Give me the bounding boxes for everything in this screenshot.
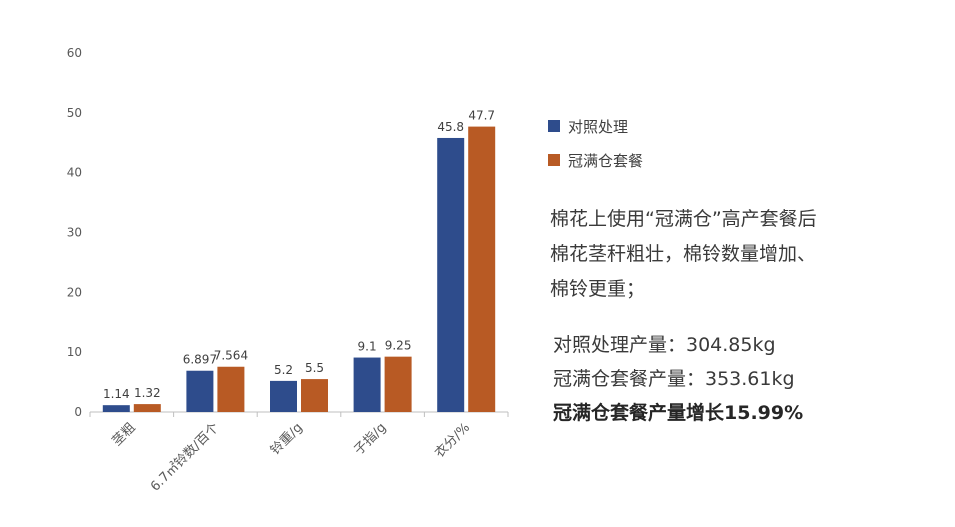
data-label: 6.897 [183, 353, 217, 367]
legend-item-control: 对照处理 [548, 114, 643, 138]
data-label: 1.32 [134, 386, 161, 400]
bar-package [301, 379, 328, 412]
package-yield: 冠满仓套餐产量：353.61kg [553, 368, 795, 390]
legend: 对照处理 冠满仓套餐 [548, 114, 643, 182]
note-line-3: 棉铃更重； [550, 278, 646, 300]
bar-package [133, 404, 161, 412]
legend-swatch-package [548, 154, 560, 166]
note-line-1: 棉花上使用“冠满仓”高产套餐后 [550, 208, 817, 230]
data-label: 47.7 [468, 109, 495, 123]
data-label: 1.14 [103, 387, 130, 401]
legend-swatch-control [548, 120, 560, 132]
bar-package [217, 366, 245, 412]
bar-control [186, 370, 214, 412]
y-tick-label: 50 [67, 106, 82, 120]
data-label: 7.564 [214, 349, 248, 363]
data-label: 45.8 [437, 120, 464, 134]
y-tick-label: 30 [67, 226, 82, 240]
category-label: 6.7㎡铃数/百个 [148, 420, 222, 494]
bar-control [270, 380, 297, 412]
category-label: 衣分/% [431, 420, 473, 462]
control-yield: 对照处理产量：304.85kg [553, 334, 776, 356]
legend-label-package: 冠满仓套餐 [568, 151, 644, 170]
yield-stats: 对照处理产量：304.85kg 冠满仓套餐产量：353.61kg 冠满仓套餐产量… [553, 328, 803, 430]
y-tick-label: 60 [67, 46, 82, 60]
y-tick-label: 20 [67, 285, 82, 299]
data-label: 9.25 [385, 339, 412, 353]
data-label: 5.2 [274, 363, 293, 377]
data-label: 5.5 [305, 361, 324, 375]
legend-item-package: 冠满仓套餐 [548, 148, 643, 172]
bar-package [384, 356, 412, 412]
category-label: 茎粗 [110, 420, 139, 449]
category-label: 铃重/g [267, 420, 306, 459]
category-label: 子指/g [351, 420, 389, 458]
yield-increase: 冠满仓套餐产量增长15.99% [553, 402, 804, 424]
note-line-2: 棉花茎秆粗壮，棉铃数量增加、 [550, 243, 817, 265]
y-tick-label: 40 [67, 166, 82, 180]
bar-control [437, 137, 465, 413]
bar-control [102, 405, 130, 412]
y-tick-label: 0 [74, 405, 82, 419]
legend-label-control: 对照处理 [568, 117, 629, 136]
conclusion-notes: 棉花上使用“冠满仓”高产套餐后 棉花茎秆粗壮，棉铃数量增加、 棉铃更重； [550, 202, 817, 307]
y-tick-label: 10 [67, 345, 82, 359]
data-label: 9.1 [358, 340, 377, 354]
bar-package [468, 126, 496, 412]
bar-control [353, 357, 381, 412]
